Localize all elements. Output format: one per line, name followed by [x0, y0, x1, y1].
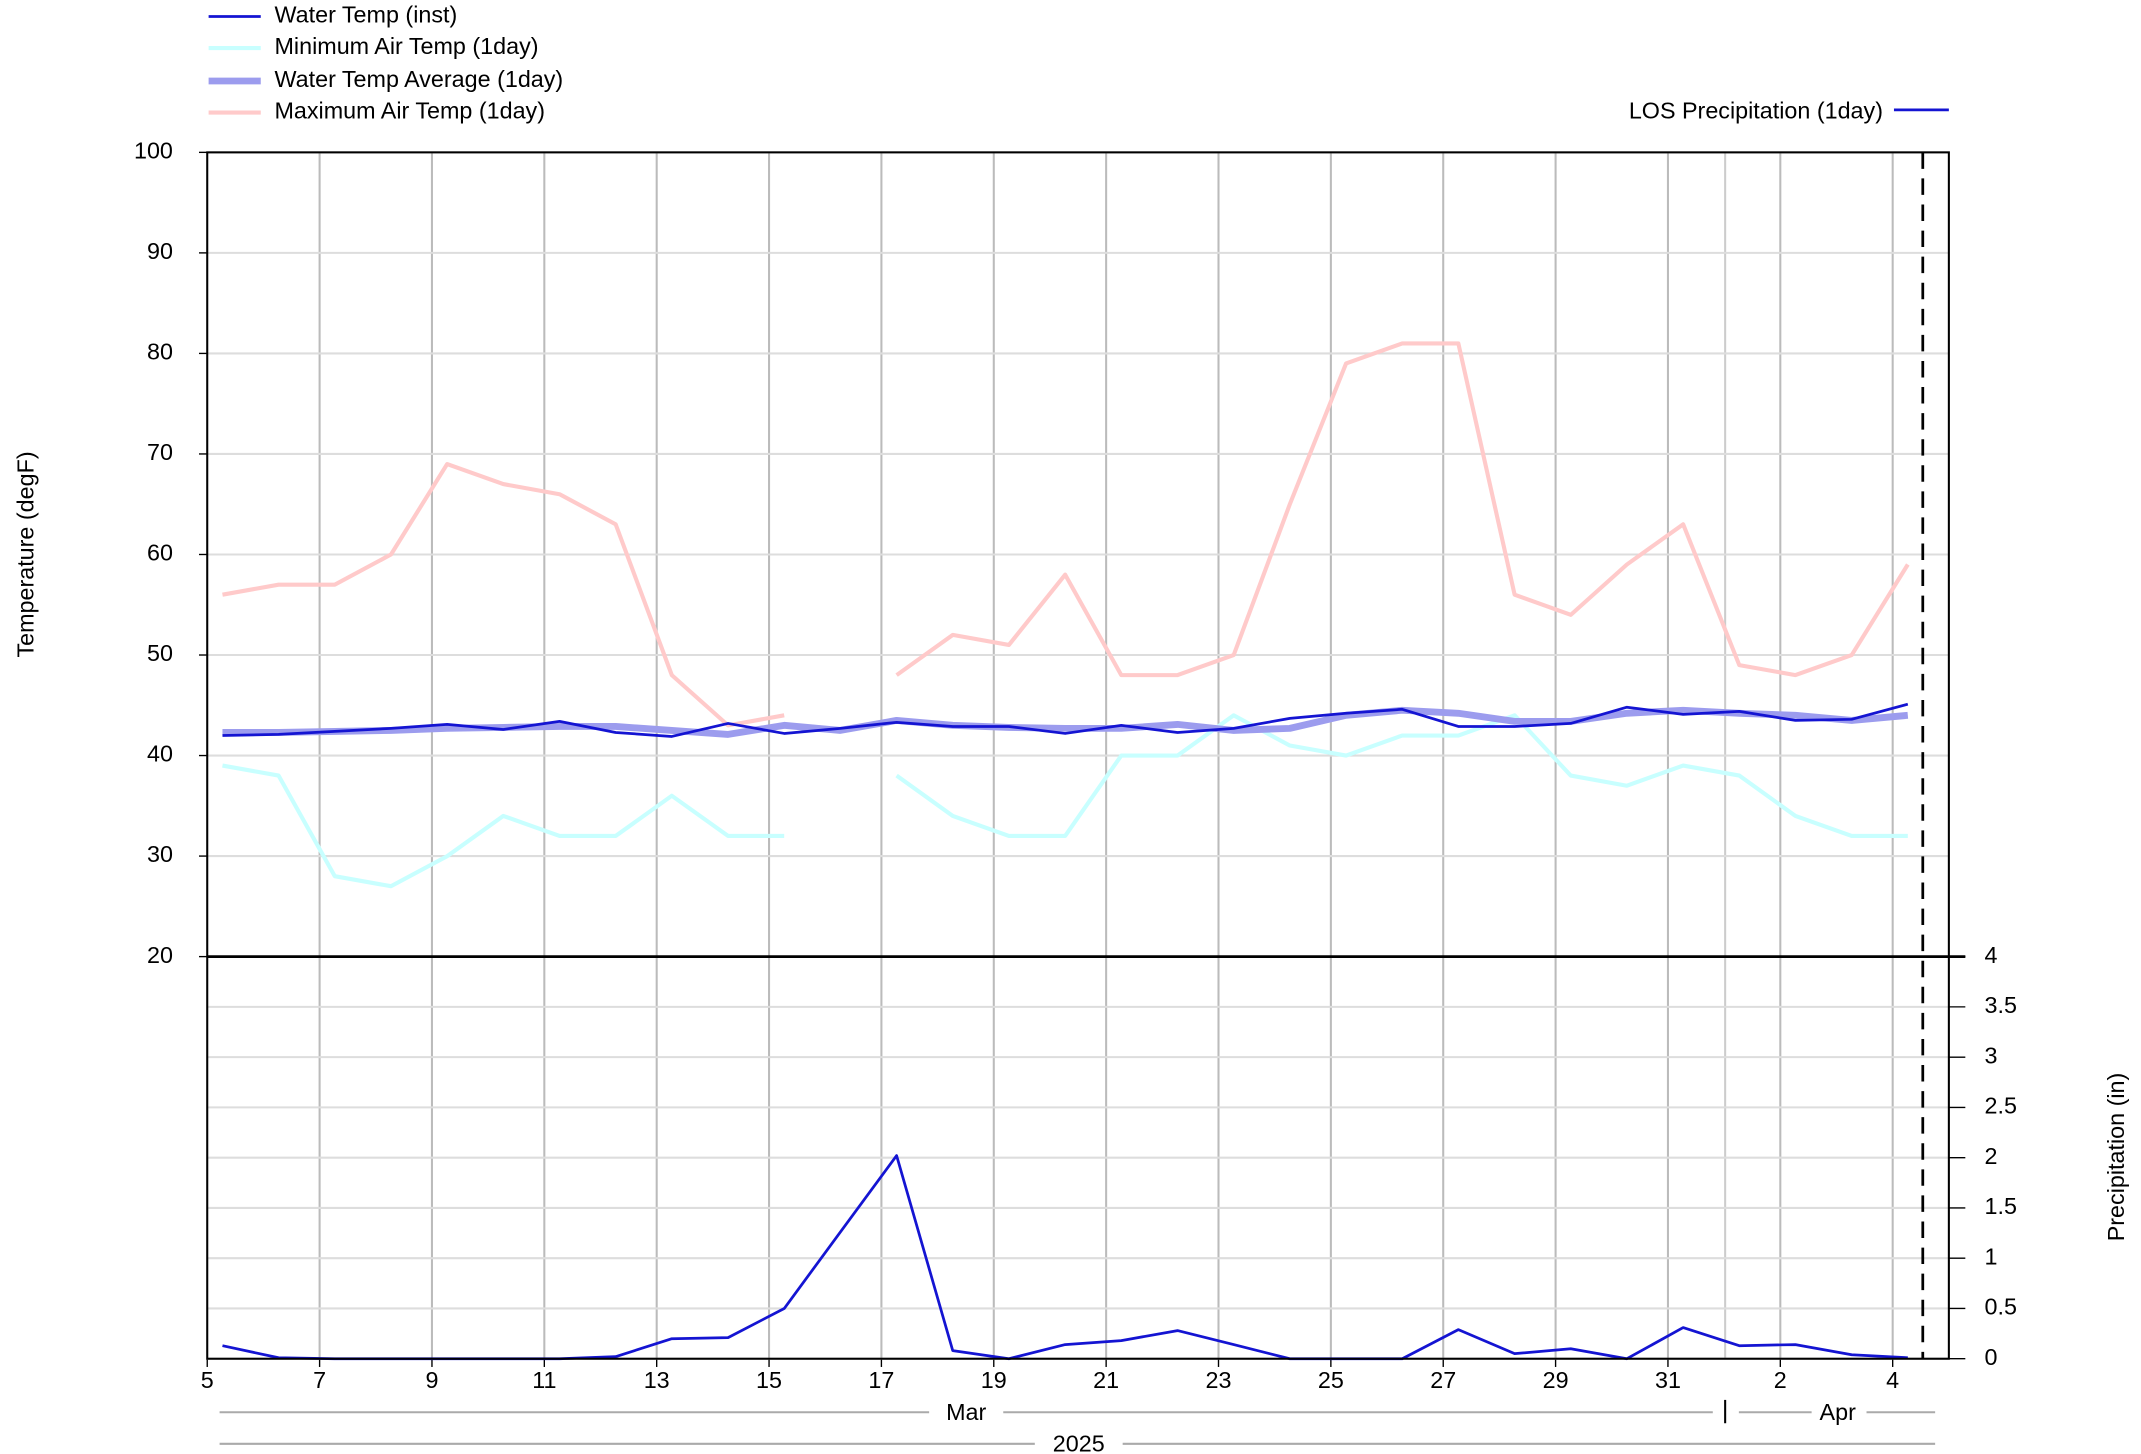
y2-tick-label: 3.5	[1985, 992, 2017, 1018]
x-tick-label: 27	[1430, 1367, 1456, 1393]
y-tick-label: 60	[147, 540, 173, 566]
legend-label: Maximum Air Temp (1day)	[274, 98, 545, 124]
x-tick-label: 31	[1655, 1367, 1681, 1393]
x-tick-label: 7	[313, 1367, 326, 1393]
x-tick-label: 11	[532, 1367, 556, 1393]
plot-frame	[206, 151, 1950, 1360]
y-tick-label: 20	[147, 942, 173, 968]
x-tick-label: 9	[425, 1367, 438, 1393]
month-label: Apr	[1820, 1399, 1857, 1425]
y2-axis-label: Precipitation (in)	[2103, 1073, 2129, 1242]
series-line	[222, 706, 1909, 738]
year-label: 2025	[1053, 1430, 1105, 1454]
y2-tick-label: 1	[1985, 1243, 1998, 1269]
x-tick-label: 2	[1774, 1367, 1787, 1393]
y-tick-label: 90	[147, 238, 173, 264]
x-tick-label: 15	[756, 1367, 782, 1393]
y2-tick-label: 2.5	[1985, 1093, 2017, 1119]
y2-tick-label: 0.5	[1985, 1294, 2017, 1320]
y-tick-label: 50	[147, 640, 173, 666]
legend-label: Water Temp (inst)	[274, 2, 457, 28]
y-tick-label: 70	[147, 439, 173, 465]
y2-tick-label: 4	[1985, 942, 1998, 968]
y-tick-label: 80	[147, 339, 173, 365]
series-line	[222, 1154, 1908, 1361]
legend-label: Water Temp Average (1day)	[274, 66, 563, 92]
y2-tick-label: 0	[1985, 1344, 1998, 1370]
x-tick-label: 13	[644, 1367, 670, 1393]
y2-tick-label: 2	[1985, 1143, 1998, 1169]
month-label: Mar	[946, 1399, 986, 1425]
x-tick-label: 29	[1543, 1367, 1569, 1393]
y-tick-label: 40	[147, 741, 173, 767]
y2-tick-label: 3	[1985, 1042, 1998, 1068]
legend-label: LOS Precipitation (1day)	[1629, 98, 1883, 124]
x-tick-label: 19	[981, 1367, 1007, 1393]
legend-label: Minimum Air Temp (1day)	[274, 33, 538, 59]
y-axis-label: Temperature (degF)	[13, 451, 39, 657]
x-tick-label: 17	[868, 1367, 894, 1393]
y-tick-label: 30	[147, 841, 173, 867]
x-tick-label: 23	[1206, 1367, 1232, 1393]
series-line	[222, 713, 1908, 889]
x-tick-label: 4	[1886, 1367, 1899, 1393]
x-tick-label: 25	[1318, 1367, 1344, 1393]
y2-tick-label: 1.5	[1985, 1193, 2017, 1219]
series-line	[222, 341, 1910, 728]
series-line	[222, 702, 1909, 738]
x-tick-label: 5	[201, 1367, 214, 1393]
y-tick-label: 100	[134, 138, 173, 164]
x-tick-label: 21	[1093, 1367, 1119, 1393]
